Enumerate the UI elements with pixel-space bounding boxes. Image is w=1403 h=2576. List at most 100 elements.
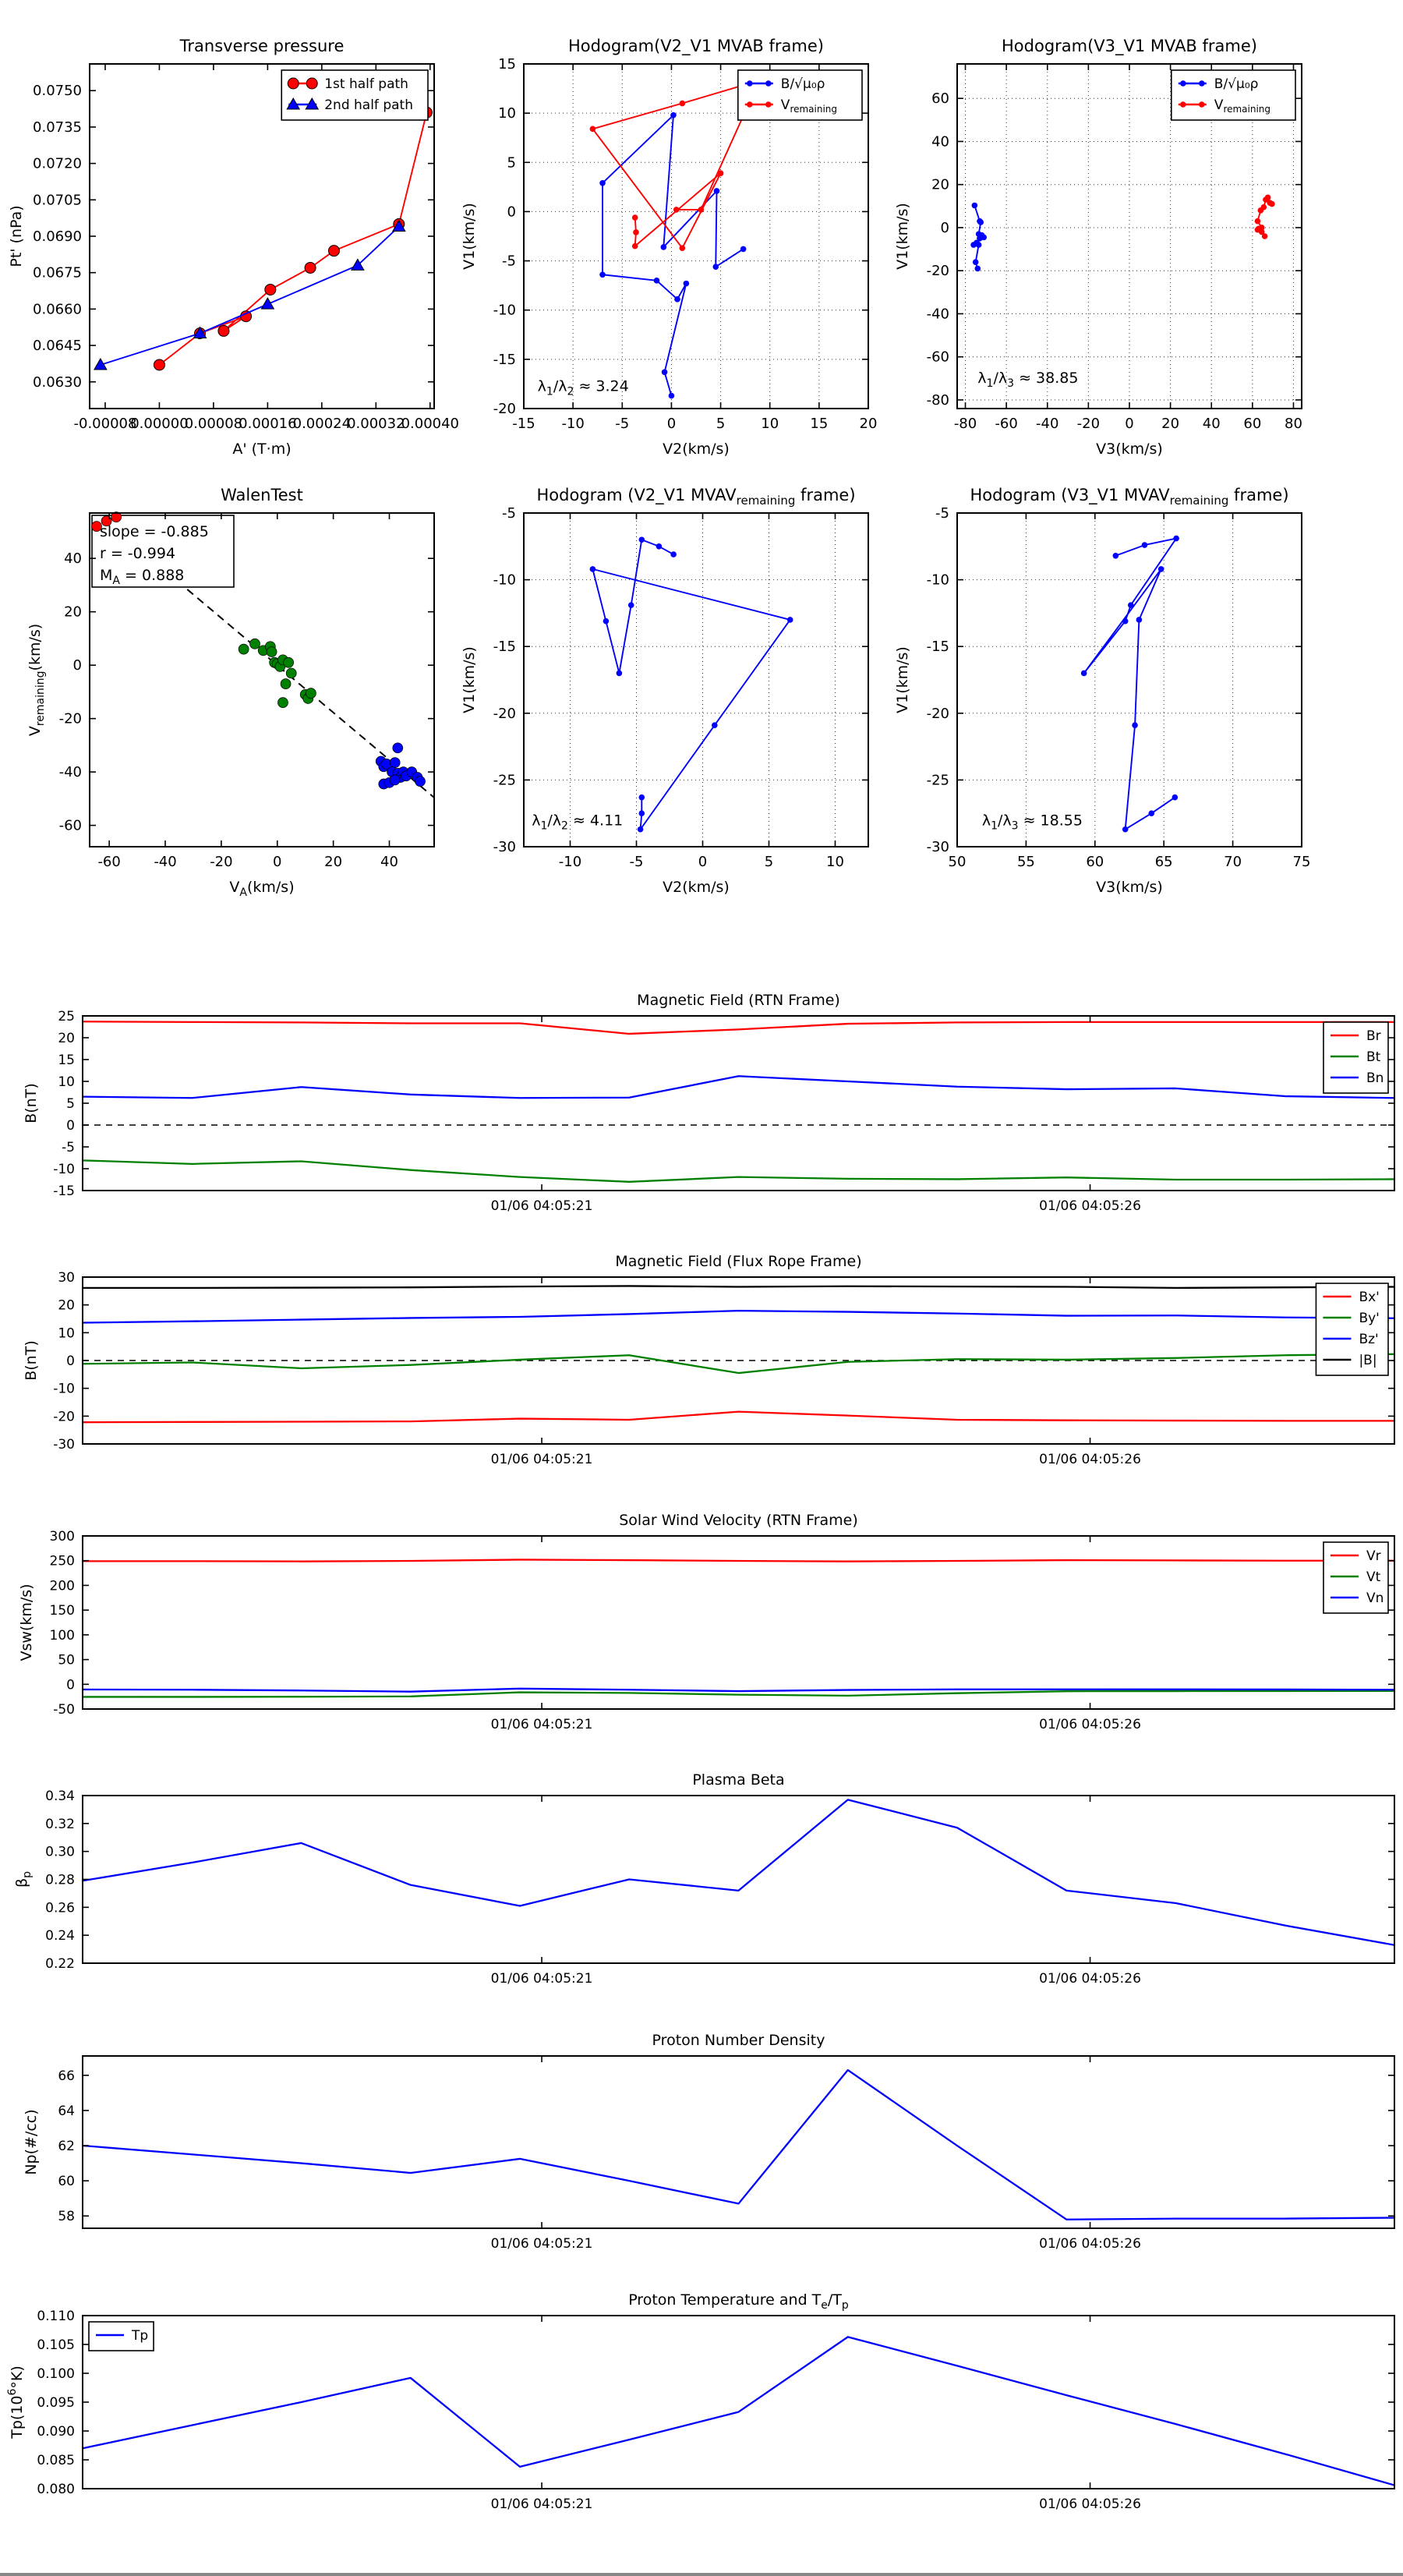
svg-text:15: 15	[58, 1053, 75, 1068]
svg-text:10: 10	[58, 1074, 75, 1090]
svg-text:0.00016: 0.00016	[239, 416, 296, 432]
svg-text:-10: -10	[559, 854, 581, 870]
svg-text:Vn: Vn	[1366, 1591, 1384, 1606]
svg-text:0.00008: 0.00008	[185, 416, 242, 432]
svg-text:-15: -15	[493, 639, 516, 655]
svg-text:0: 0	[667, 416, 676, 432]
svg-text:0.090: 0.090	[37, 2424, 75, 2440]
svg-text:0.00032: 0.00032	[347, 416, 405, 432]
svg-text:0.0720: 0.0720	[33, 156, 82, 172]
svg-text:01/06 04:05:26: 01/06 04:05:26	[1039, 1198, 1141, 1214]
svg-text:0.32: 0.32	[45, 1817, 75, 1832]
svg-text:λ1/λ3 ≈ 18.55: λ1/λ3 ≈ 18.55	[982, 812, 1083, 833]
svg-text:-60: -60	[97, 854, 120, 870]
svg-text:-20: -20	[493, 401, 516, 417]
svg-text:01/06 04:05:26: 01/06 04:05:26	[1039, 1452, 1141, 1467]
chart-proton-temperature: 01/06 04:05:21 01/06 04:05:26 0.080 0.085 0.…	[6, 2291, 1395, 2512]
svg-text:-5: -5	[630, 854, 644, 870]
svg-text:Proton Number Density: Proton Number Density	[652, 2032, 825, 2049]
svg-text:0.080: 0.080	[37, 2482, 75, 2497]
svg-text:-20: -20	[927, 263, 949, 279]
svg-text:-40: -40	[927, 306, 949, 322]
svg-text:0: 0	[66, 1118, 75, 1134]
chart-hodogram-v2v1-mvab: -15 -10 -5 0 5 10 15 20-20-15-10-5051015Hodogra…	[461, 37, 877, 458]
svg-text:Np(#/cc): Np(#/cc)	[23, 2109, 40, 2174]
svg-text:0.00024: 0.00024	[293, 416, 351, 432]
chart-proton-number-density: 01/06 04:05:21 01/06 04:05:26 58 60 62 64 66 Pr…	[23, 2032, 1395, 2252]
svg-text:50: 50	[949, 854, 967, 870]
svg-text:20: 20	[64, 604, 82, 621]
svg-text:-10: -10	[493, 572, 516, 589]
svg-text:0: 0	[66, 1677, 75, 1693]
svg-text:-30: -30	[53, 1437, 75, 1453]
svg-text:Vsw(km/s): Vsw(km/s)	[18, 1583, 35, 1661]
svg-text:-10: -10	[927, 572, 949, 589]
svg-text:0.0735: 0.0735	[33, 119, 82, 136]
svg-text:0.105: 0.105	[37, 2337, 75, 2353]
svg-text:01/06 04:05:21: 01/06 04:05:21	[491, 1971, 593, 1987]
svg-text:-15: -15	[493, 352, 516, 368]
svg-text:62: 62	[58, 2139, 75, 2154]
svg-text:-25: -25	[493, 772, 516, 788]
svg-text:V1(km/s): V1(km/s)	[894, 203, 911, 270]
svg-text:V3(km/s): V3(km/s)	[1096, 441, 1163, 458]
svg-text:100: 100	[50, 1628, 75, 1644]
svg-text:0: 0	[73, 657, 82, 674]
svg-text:66: 66	[58, 2068, 75, 2084]
svg-text:-50: -50	[53, 1702, 75, 1718]
svg-text:Magnetic Field (Flux Rope Fram: Magnetic Field (Flux Rope Frame)	[615, 1253, 861, 1270]
svg-text:10: 10	[826, 854, 844, 870]
svg-text:15: 15	[498, 56, 516, 73]
svg-text:200: 200	[50, 1578, 75, 1594]
svg-text:5: 5	[66, 1096, 75, 1112]
svg-text:5: 5	[765, 854, 773, 870]
svg-text:25: 25	[58, 1009, 75, 1024]
svg-text:150: 150	[50, 1603, 75, 1619]
svg-text:30: 30	[58, 1270, 75, 1286]
svg-text:-60: -60	[927, 349, 949, 366]
svg-text:-10: -10	[561, 416, 584, 432]
svg-text:slope = -0.885: slope = -0.885	[100, 523, 209, 540]
svg-text:-5: -5	[935, 505, 949, 522]
svg-text:V2(km/s): V2(km/s)	[663, 879, 730, 896]
svg-text:70: 70	[1224, 854, 1242, 870]
svg-text:40: 40	[64, 550, 82, 567]
svg-text:Vremaining: Vremaining	[1214, 97, 1270, 115]
svg-text:60: 60	[931, 90, 949, 107]
svg-text:0.085: 0.085	[37, 2453, 75, 2468]
svg-text:0.0630: 0.0630	[33, 374, 82, 391]
chart-walen-test: slope = -0.885 r = -0.994 MA = 0.888 -60 -40…	[27, 486, 435, 899]
svg-text:Hodogram (V3_V1 MVAVremaining: Hodogram (V3_V1 MVAVremaining frame)	[970, 486, 1288, 508]
svg-text:0.28: 0.28	[45, 1873, 75, 1888]
svg-text:B(nT): B(nT)	[23, 1340, 40, 1381]
svg-text:Vremaining(km/s): Vremaining(km/s)	[27, 624, 47, 736]
chart-hodogram-v2v1-mvav: -10 -5 0 5 10 -30 -25 -20 -15 -10 -5 Hodogram (V2_V…	[461, 486, 869, 896]
chart-solar-wind-velocity: 01/06 04:05:21 01/06 04:05:26 -50 0 50 100 150…	[18, 1512, 1395, 1732]
svg-text:01/06 04:05:21: 01/06 04:05:21	[491, 2236, 593, 2252]
svg-text:Hodogram(V3_V1 MVAB frame): Hodogram(V3_V1 MVAB frame)	[1002, 37, 1257, 56]
svg-text:-5: -5	[62, 1140, 75, 1155]
svg-text:20: 20	[860, 416, 878, 432]
svg-text:0.22: 0.22	[45, 1956, 75, 1972]
chart-transverse-pressure: -0.000080.000000.000080.000160.000240.00…	[8, 37, 459, 458]
svg-text:01/06 04:05:21: 01/06 04:05:21	[491, 1198, 593, 1214]
svg-text:0.00000: 0.00000	[130, 416, 188, 432]
svg-text:Vremaining: Vremaining	[781, 97, 837, 115]
svg-text:0.26: 0.26	[45, 1900, 75, 1916]
svg-text:Vr: Vr	[1366, 1548, 1381, 1564]
svg-text:01/06 04:05:26: 01/06 04:05:26	[1039, 1971, 1141, 1987]
chart-plasma-beta: 01/06 04:05:21 01/06 04:05:26 0.22 0.24 0.26…	[13, 1771, 1395, 1987]
svg-text:-10: -10	[493, 303, 516, 319]
svg-text:20: 20	[324, 854, 342, 870]
chart-magnetic-field-rtn: 01/06 04:05:21 01/06 04:05:26 -15 -10 -5 0 5 10…	[23, 992, 1395, 1214]
svg-text:0: 0	[273, 854, 281, 870]
svg-text:01/06 04:05:26: 01/06 04:05:26	[1039, 2496, 1141, 2512]
svg-text:55: 55	[1017, 854, 1035, 870]
svg-text:Transverse pressure: Transverse pressure	[179, 37, 345, 55]
svg-text:Vt: Vt	[1366, 1569, 1381, 1585]
svg-text:60: 60	[1086, 854, 1104, 870]
svg-text:80: 80	[1285, 416, 1302, 432]
svg-text:Hodogram(V2_V1 MVAB frame): Hodogram(V2_V1 MVAB frame)	[568, 37, 824, 56]
svg-text:20: 20	[58, 1298, 75, 1314]
